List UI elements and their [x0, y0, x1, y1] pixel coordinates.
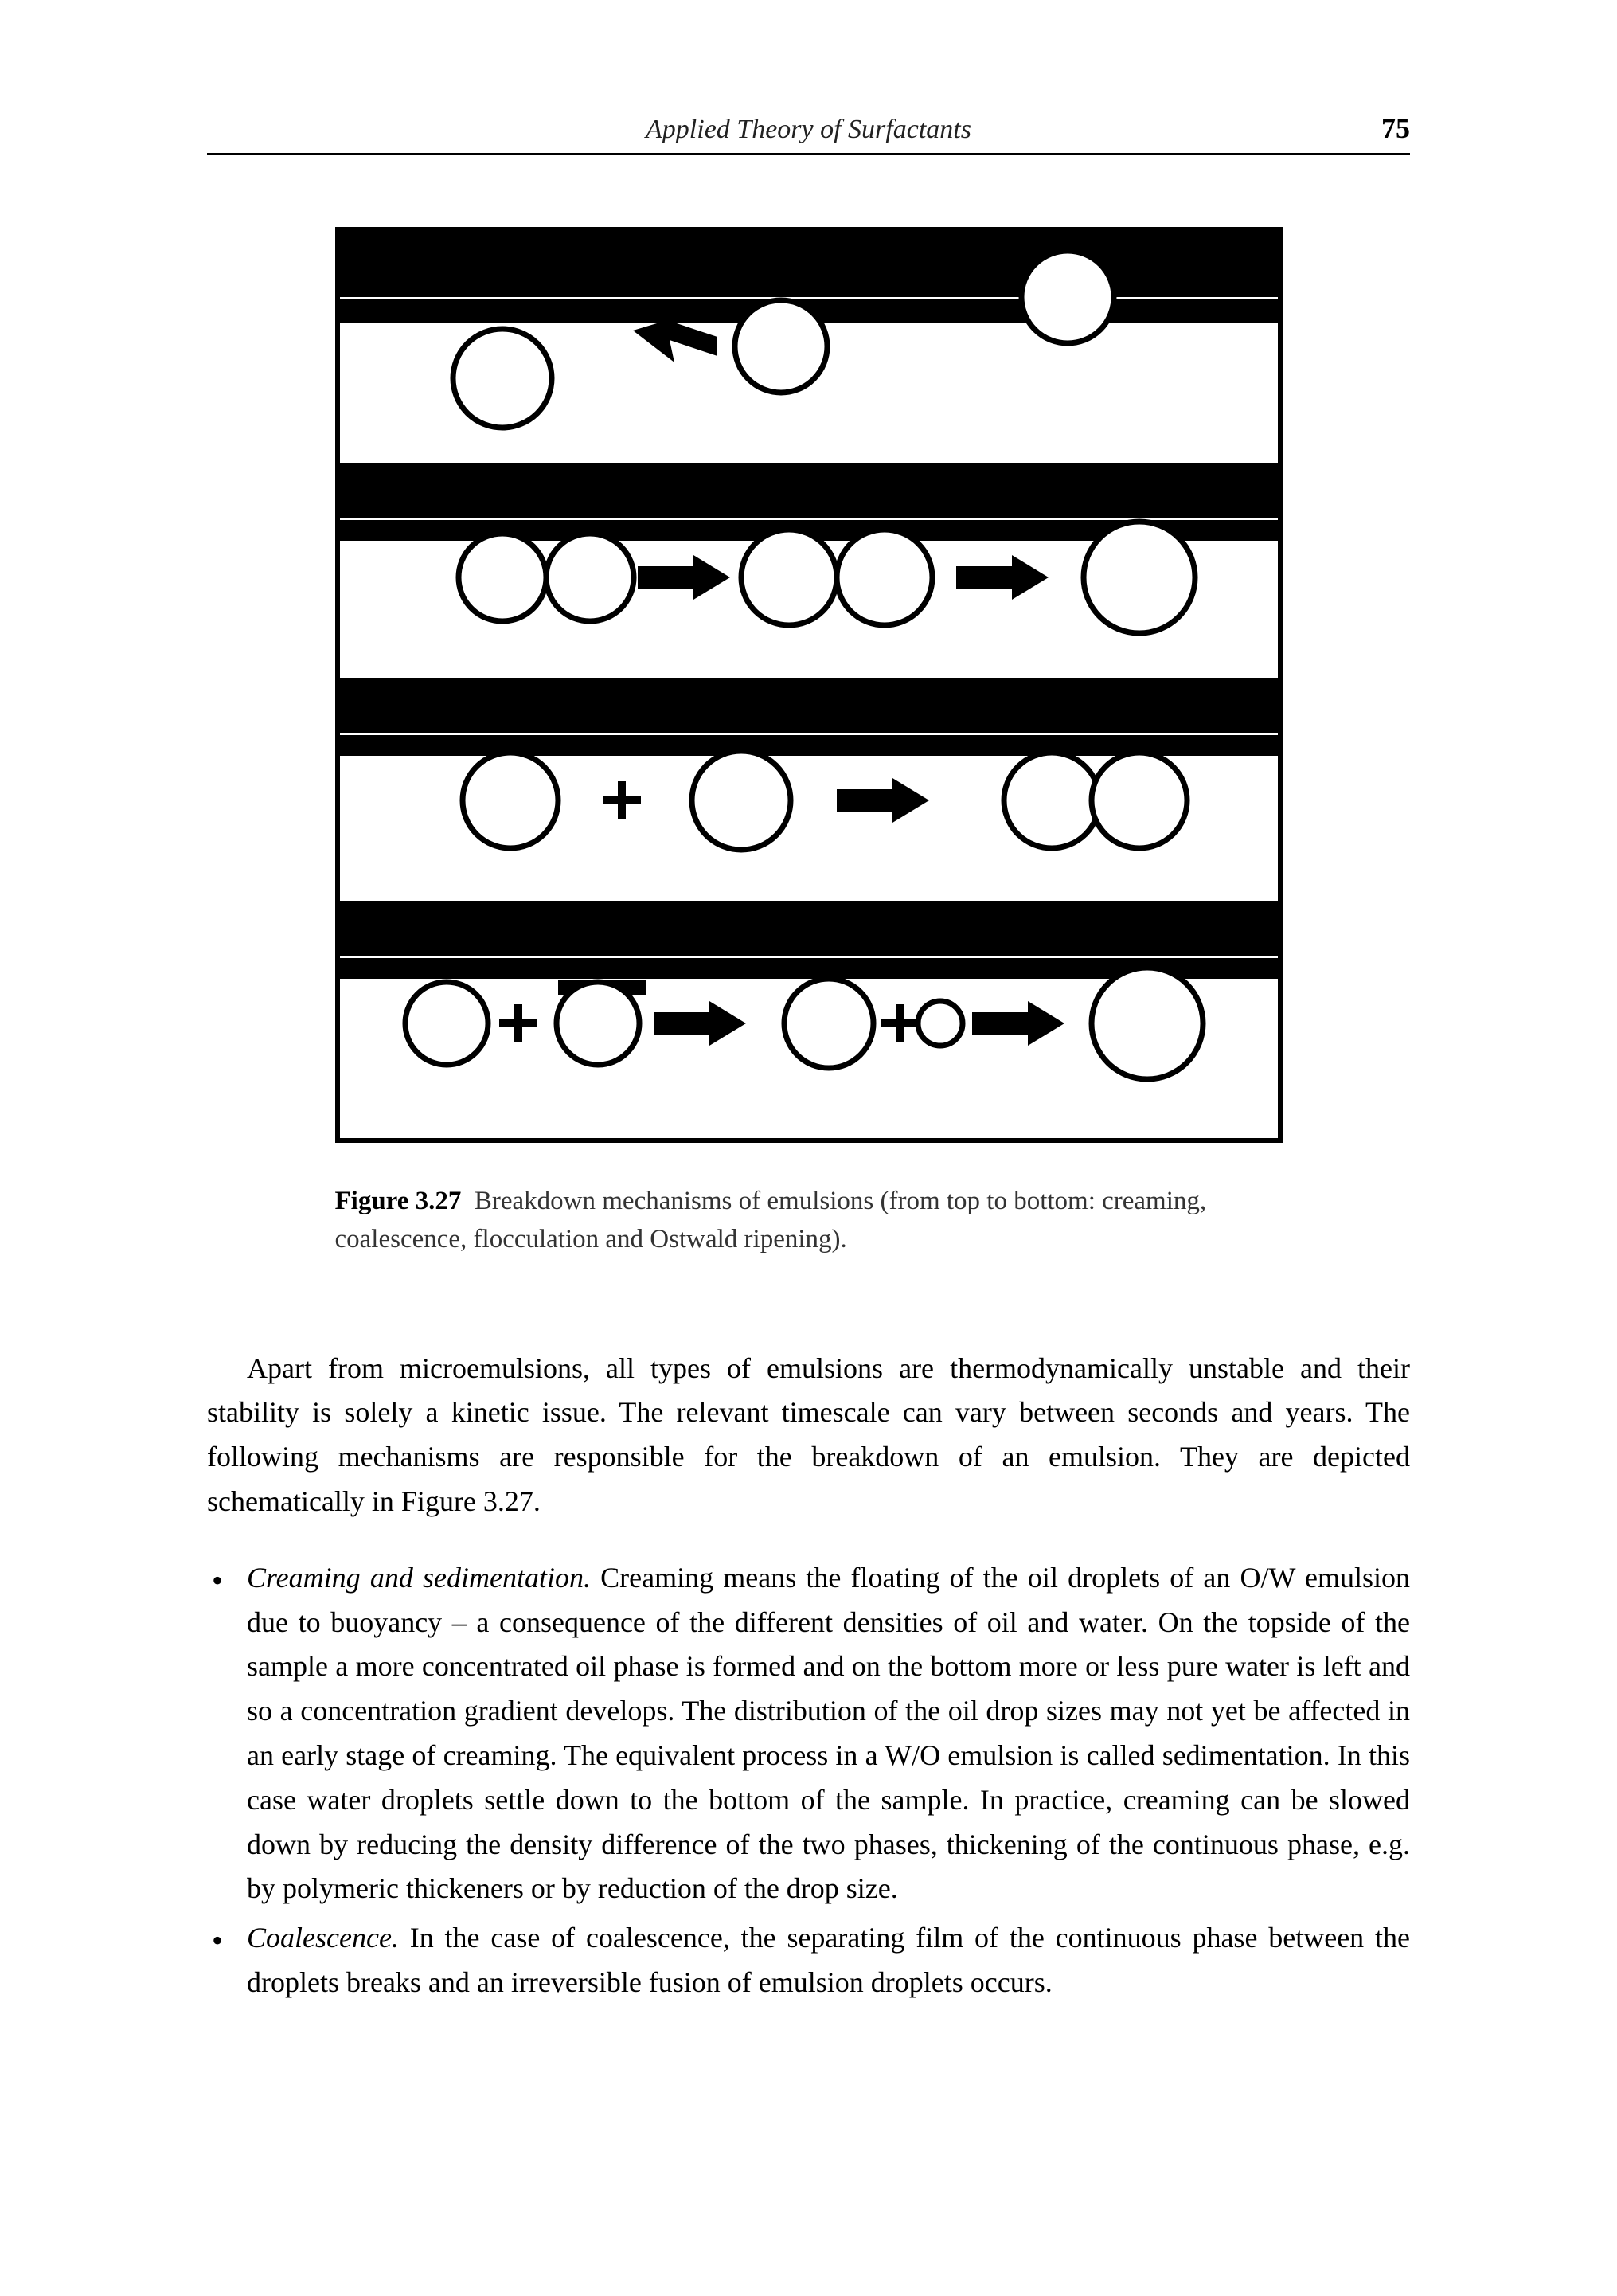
page-number: 75	[1346, 111, 1410, 145]
running-title: Applied Theory of Surfactants	[271, 115, 1346, 145]
list-item: Coalescence. In the case of coalescence,…	[207, 1916, 1410, 2005]
mechanism-term: Creaming and sedimentation.	[247, 1562, 591, 1594]
figure-caption-text: Breakdown mechanisms of emulsions (from …	[335, 1187, 1207, 1254]
page-header: Applied Theory of Surfactants 75	[207, 111, 1410, 155]
figure-caption: Figure 3.27 Breakdown mechanisms of emul…	[335, 1183, 1283, 1259]
intro-paragraph: Apart from microemulsions, all types of …	[207, 1347, 1410, 1524]
mechanisms-list: Creaming and sedimentation. Creaming mea…	[207, 1556, 1410, 2005]
figure-label: Figure 3.27	[335, 1187, 462, 1215]
list-item: Creaming and sedimentation. Creaming mea…	[207, 1556, 1410, 1911]
mechanism-term: Coalescence.	[247, 1922, 399, 1954]
emulsion-breakdown-diagram	[335, 227, 1283, 1143]
figure-3-27: Figure 3.27 Breakdown mechanisms of emul…	[335, 227, 1283, 1259]
mechanism-text: In the case of coalescence, the separati…	[247, 1922, 1410, 1998]
mechanism-text: Creaming means the floating of the oil d…	[247, 1562, 1410, 1905]
